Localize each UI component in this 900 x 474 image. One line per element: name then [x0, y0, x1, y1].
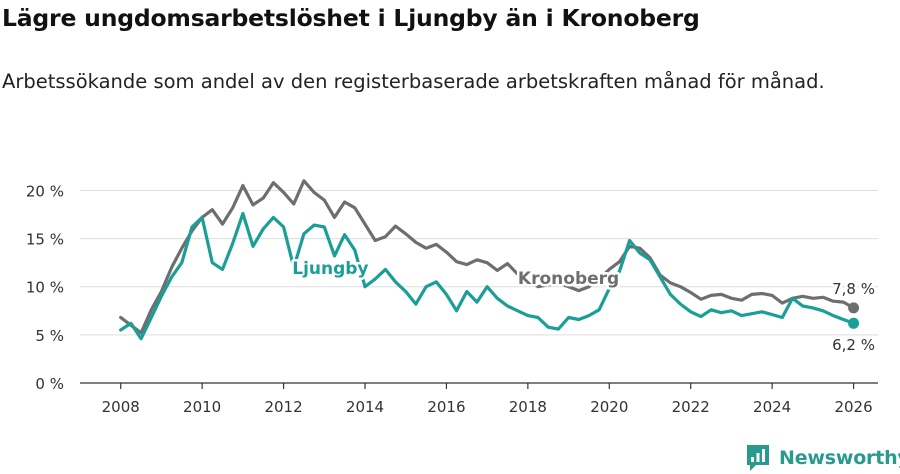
series-line-ljungby	[119, 211, 856, 341]
x-tick-label: 2024	[753, 398, 791, 416]
x-tick-label: 2026	[834, 398, 872, 416]
x-tick-label: 2016	[427, 398, 465, 416]
y-tick-label: 5 %	[35, 327, 64, 345]
gridlines	[80, 189, 878, 336]
y-axis-ticks: 0 % 5 % 10 % 15 % 20 %	[26, 182, 64, 393]
x-tick-label: 2022	[672, 398, 710, 416]
series-label-kronoberg-halo: Kronoberg	[518, 269, 619, 289]
x-tick-label: 2010	[183, 398, 221, 416]
brand-logo: Newsworthy	[745, 442, 900, 474]
y-tick-label: 20 %	[26, 182, 64, 200]
series-line-kronoberg	[119, 179, 856, 335]
end-label-ljungby-halo: 6,2 %	[832, 336, 875, 354]
chart-title: Lägre ungdomsarbetslöshet i Ljungby än i…	[2, 4, 700, 32]
series-label-kronoberg: Kronoberg	[518, 269, 619, 289]
series-lines	[119, 179, 860, 341]
y-tick-label: 10 %	[26, 279, 64, 297]
x-tick-label: 2018	[509, 398, 547, 416]
end-point-kronoberg	[848, 302, 860, 314]
series-label-ljungby: Ljungby	[292, 259, 368, 279]
newsworthy-logo-icon	[747, 445, 769, 471]
x-tick-label: 2014	[346, 398, 384, 416]
end-point-ljungby	[848, 317, 860, 329]
end-label-kronoberg: 7,8 %	[832, 280, 875, 298]
y-tick-label: 0 %	[35, 375, 64, 393]
series-label-ljungby-halo: Ljungby	[292, 259, 368, 279]
end-label-kronoberg-halo: 7,8 %	[832, 280, 875, 298]
brand-name: Newsworthy	[779, 447, 900, 469]
x-tick-label: 2020	[590, 398, 628, 416]
x-tick-label: 2012	[264, 398, 302, 416]
y-tick-label: 15 %	[26, 231, 64, 249]
chart-subtitle: Arbetssökande som andel av den registerb…	[2, 70, 825, 93]
end-label-ljungby: 6,2 %	[832, 336, 875, 354]
x-axis-ticks: 2008 2010 2012 2014 2016 2018 2020 2022 2024 2026	[102, 383, 873, 416]
x-tick-label: 2008	[102, 398, 140, 416]
